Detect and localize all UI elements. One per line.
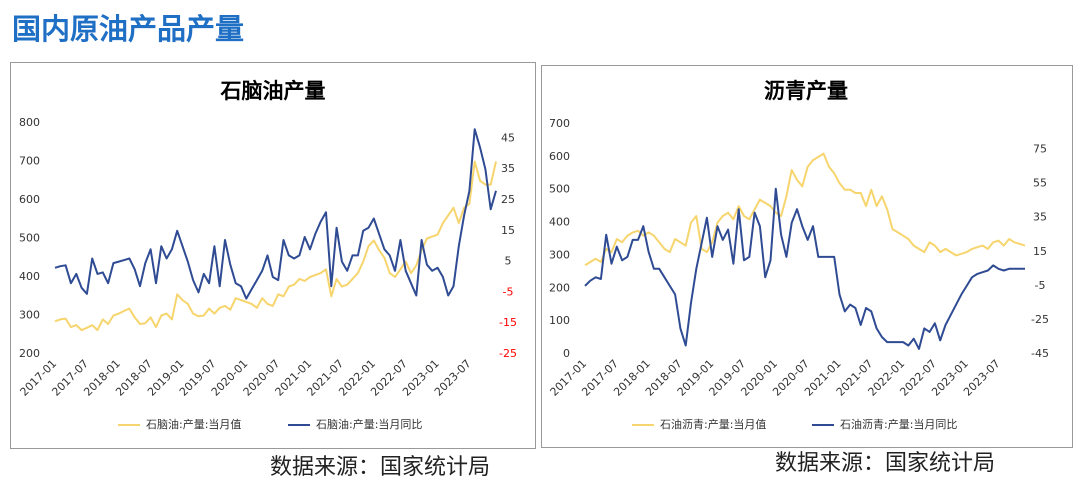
chart-title: 沥青产量 (764, 79, 848, 103)
series-line (584, 152, 1026, 267)
series-line (54, 160, 497, 332)
legend-label: 石脑油:产量:当月同比 (316, 417, 422, 431)
y-tick-label: 400 (19, 270, 40, 283)
legend-label: 石油沥青:产量:当月同比 (840, 417, 957, 431)
y2-tick-label: 25 (501, 193, 515, 206)
legend-label: 石油沥青:产量:当月值 (660, 417, 766, 431)
y-tick-label: 400 (549, 216, 570, 229)
y2-tick-label: 15 (1033, 245, 1047, 258)
y2-tick-label: 35 (501, 162, 515, 175)
y-tick-label: 700 (549, 117, 570, 130)
y-tick-label: 200 (549, 281, 570, 294)
source-note: 数据来源：国家统计局 (775, 451, 995, 476)
y-tick-label: 300 (549, 248, 570, 261)
y-tick-label: 200 (19, 347, 40, 360)
y2-tick-label: -5 (1035, 279, 1046, 292)
y-tick-label: 300 (19, 309, 40, 322)
y2-tick-label: -45 (1031, 347, 1049, 360)
y-tick-label: 600 (549, 150, 570, 163)
y-tick-label: 600 (19, 193, 40, 206)
y2-tick-label: -25 (499, 347, 517, 360)
y-tick-label: 100 (549, 314, 570, 327)
y2-tick-label: 5 (505, 255, 512, 268)
legend-label: 石脑油:产量:当月值 (146, 417, 241, 431)
y2-tick-label: 75 (1033, 143, 1047, 156)
y2-tick-label: -5 (503, 285, 514, 298)
series-line (54, 128, 497, 300)
panel-frame (10, 62, 536, 449)
y-tick-label: 500 (549, 183, 570, 196)
series-line (584, 187, 1025, 350)
y-tick-label: 700 (19, 155, 40, 168)
y2-tick-label: 45 (501, 131, 515, 144)
y2-tick-label: -15 (499, 316, 517, 329)
source-note: 数据来源：国家统计局 (270, 455, 490, 480)
y-tick-label: 500 (19, 232, 40, 245)
y-tick-label: 0 (563, 347, 570, 360)
y2-tick-label: 15 (501, 224, 515, 237)
y-tick-label: 800 (19, 116, 40, 129)
panel-frame (541, 65, 1073, 448)
y2-tick-label: -25 (1031, 313, 1049, 326)
page-title: 国内原油产品产量 (12, 12, 244, 46)
chart-title: 石脑油产量 (220, 79, 326, 103)
y2-tick-label: 35 (1033, 211, 1047, 224)
y2-tick-label: 55 (1033, 177, 1047, 190)
